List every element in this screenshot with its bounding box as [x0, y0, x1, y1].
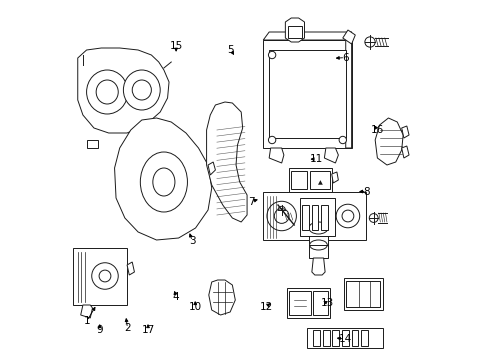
- Ellipse shape: [123, 70, 160, 110]
- Text: 12: 12: [259, 302, 272, 312]
- Bar: [302, 205, 308, 230]
- Polygon shape: [81, 305, 92, 318]
- Ellipse shape: [153, 168, 175, 196]
- Bar: [263, 40, 351, 148]
- Circle shape: [99, 270, 111, 282]
- Polygon shape: [374, 118, 402, 165]
- Ellipse shape: [308, 222, 327, 234]
- Bar: [311, 205, 318, 230]
- Polygon shape: [86, 140, 98, 148]
- Circle shape: [335, 204, 359, 228]
- Text: 17: 17: [141, 325, 154, 336]
- Bar: [322, 330, 329, 346]
- Bar: [288, 26, 301, 38]
- Text: 11: 11: [309, 154, 323, 164]
- Bar: [351, 330, 358, 346]
- Polygon shape: [208, 280, 235, 315]
- Circle shape: [338, 136, 346, 144]
- Circle shape: [364, 37, 374, 47]
- Text: 6: 6: [341, 53, 348, 63]
- Polygon shape: [114, 118, 211, 240]
- Bar: [321, 205, 327, 230]
- Circle shape: [92, 263, 118, 289]
- Polygon shape: [345, 32, 351, 148]
- Bar: [313, 291, 327, 315]
- Bar: [291, 171, 307, 189]
- Text: 3: 3: [188, 236, 195, 246]
- Polygon shape: [127, 262, 134, 275]
- Polygon shape: [331, 172, 338, 183]
- Text: 14: 14: [338, 334, 351, 344]
- Bar: [300, 198, 335, 236]
- Polygon shape: [285, 18, 304, 42]
- Bar: [288, 168, 331, 192]
- Circle shape: [268, 136, 275, 144]
- Circle shape: [368, 213, 377, 222]
- Bar: [332, 330, 338, 346]
- Text: 2: 2: [124, 323, 131, 333]
- Polygon shape: [263, 32, 351, 40]
- Bar: [307, 328, 382, 348]
- Bar: [73, 248, 127, 305]
- Bar: [346, 281, 379, 307]
- Polygon shape: [401, 126, 408, 138]
- Ellipse shape: [140, 152, 187, 212]
- Polygon shape: [342, 30, 355, 44]
- Polygon shape: [311, 258, 325, 275]
- Polygon shape: [268, 148, 284, 163]
- Circle shape: [274, 209, 288, 223]
- Bar: [268, 50, 345, 138]
- Circle shape: [266, 201, 296, 231]
- Polygon shape: [324, 148, 338, 163]
- Polygon shape: [401, 146, 408, 158]
- Bar: [341, 330, 348, 346]
- Text: 7: 7: [247, 197, 254, 207]
- Bar: [361, 330, 367, 346]
- Ellipse shape: [132, 80, 151, 100]
- Circle shape: [268, 51, 275, 59]
- Text: 1: 1: [83, 316, 90, 326]
- Text: 5: 5: [227, 45, 234, 55]
- Bar: [286, 288, 329, 318]
- Text: 15: 15: [169, 41, 183, 51]
- Polygon shape: [78, 48, 169, 133]
- Text: 4: 4: [172, 292, 179, 302]
- Text: ▲: ▲: [318, 180, 323, 185]
- Polygon shape: [206, 102, 246, 222]
- Text: 13: 13: [320, 298, 333, 308]
- Ellipse shape: [309, 240, 326, 250]
- Ellipse shape: [96, 80, 118, 104]
- Text: 8: 8: [363, 186, 369, 197]
- Text: 10: 10: [188, 302, 202, 312]
- Bar: [263, 192, 366, 240]
- Polygon shape: [207, 162, 215, 175]
- Text: 16: 16: [370, 125, 384, 135]
- Text: 9: 9: [96, 325, 103, 336]
- Ellipse shape: [86, 70, 127, 114]
- Bar: [288, 291, 310, 315]
- Circle shape: [341, 210, 353, 222]
- Circle shape: [278, 206, 285, 214]
- Bar: [309, 171, 329, 189]
- Polygon shape: [308, 228, 327, 258]
- Bar: [344, 278, 382, 310]
- Bar: [313, 330, 319, 346]
